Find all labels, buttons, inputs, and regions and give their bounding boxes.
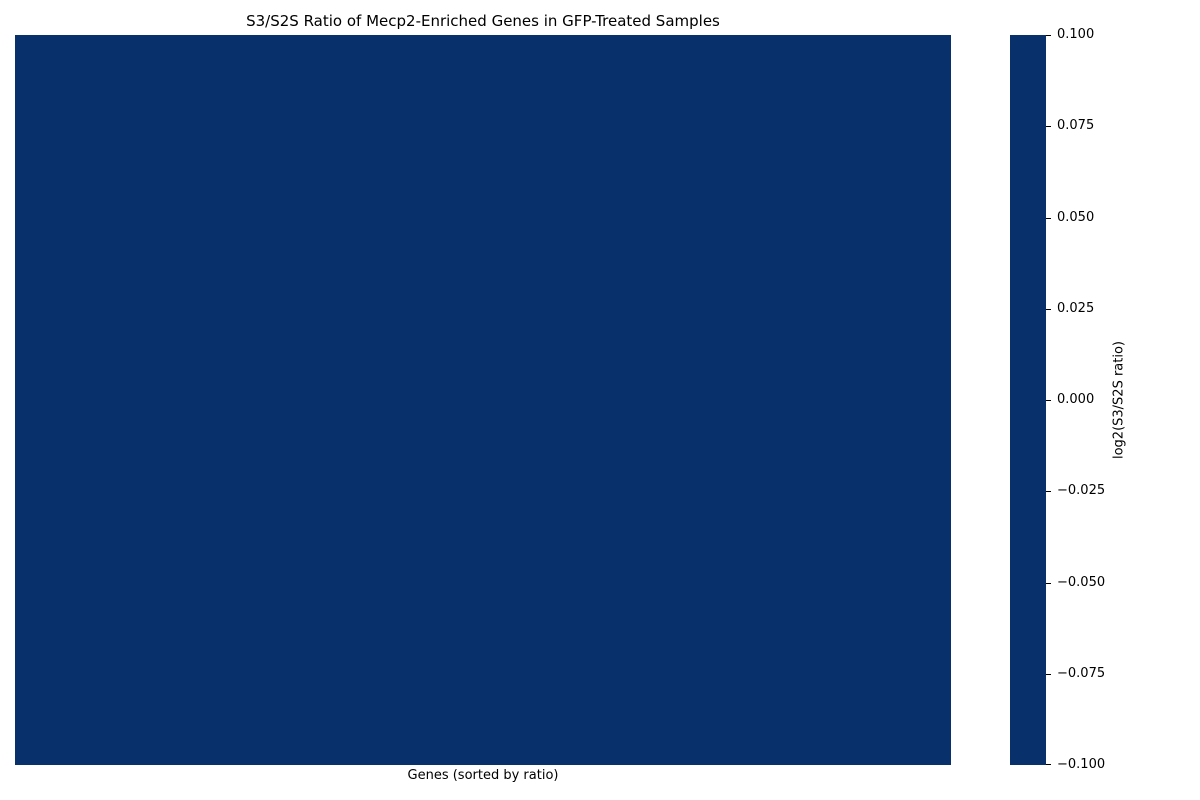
colorbar-tick-label: 0.050 xyxy=(1057,209,1095,225)
colorbar-tick-label: 0.025 xyxy=(1057,300,1095,316)
x-axis-label: Genes (sorted by ratio) xyxy=(407,768,559,783)
colorbar-tick-label: −0.025 xyxy=(1057,483,1106,499)
heatmap-cell xyxy=(15,35,951,765)
colorbar-tick xyxy=(1046,764,1051,765)
colorbar-tick xyxy=(1046,35,1051,36)
heatmap-plot xyxy=(15,35,951,765)
colorbar-tick xyxy=(1046,217,1051,219)
colorbar-tick xyxy=(1046,491,1051,493)
colorbar-tick-label: 0.000 xyxy=(1057,392,1095,407)
colorbar-tick xyxy=(1046,673,1051,675)
colorbar-tick xyxy=(1046,582,1051,584)
chart-title: S3/S2S Ratio of Mecp2-Enriched Genes in … xyxy=(246,12,720,30)
colorbar xyxy=(1010,35,1046,765)
colorbar-tick xyxy=(1046,126,1051,128)
colorbar-tick-label: −0.050 xyxy=(1057,574,1106,590)
colorbar-tick xyxy=(1046,308,1051,310)
colorbar-tick-label: 0.075 xyxy=(1057,118,1095,134)
colorbar-tick xyxy=(1046,400,1051,401)
colorbar-tick-label: −0.075 xyxy=(1057,665,1106,681)
colorbar-label: log2(S3/S2S ratio) xyxy=(1111,340,1127,460)
colorbar-tick-label: −0.100 xyxy=(1057,757,1106,772)
colorbar-tick-label: 0.100 xyxy=(1057,27,1095,42)
